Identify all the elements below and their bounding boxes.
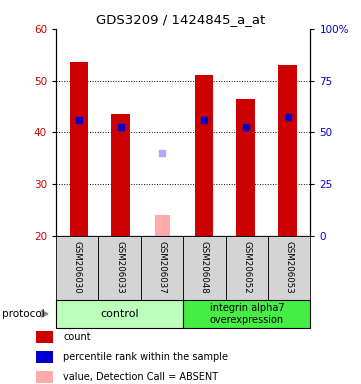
Bar (70, 63, 88, 236)
Text: value, Detection Call = ABSENT: value, Detection Call = ABSENT (63, 372, 218, 382)
Text: control: control (100, 309, 139, 319)
Text: protocol: protocol (2, 309, 44, 319)
Text: count: count (63, 332, 91, 342)
Text: percentile rank within the sample: percentile rank within the sample (63, 352, 228, 362)
Text: GSM206048: GSM206048 (200, 242, 209, 294)
Text: GSM206037: GSM206037 (157, 242, 166, 294)
Text: GSM206052: GSM206052 (242, 242, 251, 294)
Bar (278, 65, 297, 236)
Text: GSM206033: GSM206033 (115, 242, 124, 294)
Bar (195, 75, 213, 236)
Bar (155, 215, 170, 236)
Bar (111, 114, 130, 236)
Bar (236, 99, 255, 236)
Text: GSM206053: GSM206053 (285, 242, 294, 294)
Text: GDS3209 / 1424845_a_at: GDS3209 / 1424845_a_at (96, 13, 265, 26)
Text: GSM206030: GSM206030 (73, 242, 82, 294)
Text: integrin alpha7
overexpression: integrin alpha7 overexpression (209, 303, 284, 325)
